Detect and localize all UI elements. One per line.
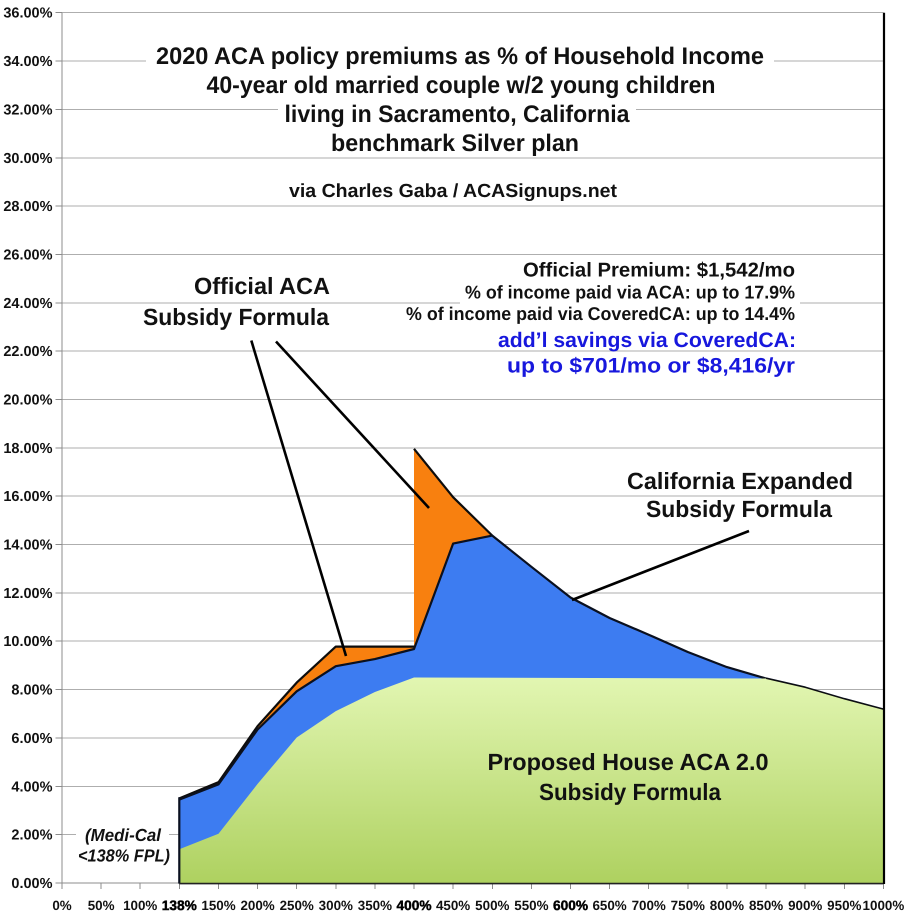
svg-text:8.00%: 8.00% — [11, 683, 52, 699]
svg-text:Proposed House ACA 2.0: Proposed House ACA 2.0 — [488, 749, 769, 775]
svg-text:150%: 150% — [201, 898, 235, 913]
svg-text:100%: 100% — [123, 898, 157, 913]
svg-text:Subsidy Formula: Subsidy Formula — [539, 779, 722, 805]
svg-text:900%: 900% — [788, 898, 822, 913]
svg-text:10.00%: 10.00% — [3, 634, 52, 650]
svg-text:500%: 500% — [475, 898, 509, 913]
svg-text:650%: 650% — [592, 898, 626, 913]
svg-text:50%: 50% — [88, 898, 115, 913]
svg-text:California Expanded: California Expanded — [627, 468, 853, 494]
svg-text:<138% FPL): <138% FPL) — [78, 846, 170, 866]
svg-text:% of income paid via ACA: up t: % of income paid via ACA: up to 17.9% — [465, 282, 795, 303]
svg-text:12.00%: 12.00% — [3, 586, 52, 602]
svg-text:800%: 800% — [710, 898, 744, 913]
svg-text:40-year old married couple w/2: 40-year old married couple w/2 young chi… — [207, 72, 716, 99]
svg-text:via Charles Gaba / ACASignups.: via Charles Gaba / ACASignups.net — [289, 181, 618, 202]
svg-text:0.00%: 0.00% — [11, 876, 52, 892]
svg-text:add’l savings via CoveredCA:: add’l savings via CoveredCA: — [498, 329, 796, 352]
svg-text:250%: 250% — [280, 898, 314, 913]
svg-text:700%: 700% — [632, 898, 666, 913]
svg-text:0%: 0% — [52, 898, 71, 913]
svg-text:Official ACA: Official ACA — [194, 273, 330, 299]
svg-text:22.00%: 22.00% — [3, 344, 52, 360]
svg-text:36.00%: 36.00% — [3, 6, 52, 22]
svg-text:200%: 200% — [240, 898, 274, 913]
svg-text:up to $701/mo or $8,416/yr: up to $701/mo or $8,416/yr — [507, 355, 795, 378]
svg-text:32.00%: 32.00% — [3, 102, 52, 118]
svg-text:34.00%: 34.00% — [3, 54, 52, 70]
svg-text:550%: 550% — [514, 898, 548, 913]
svg-text:% of income paid via CoveredCA: % of income paid via CoveredCA: up to 14… — [406, 303, 795, 324]
svg-text:18.00%: 18.00% — [3, 441, 52, 457]
svg-text:400%: 400% — [396, 898, 431, 913]
svg-text:600%: 600% — [553, 898, 588, 913]
svg-text:Subsidy Formula: Subsidy Formula — [143, 304, 330, 330]
svg-text:20.00%: 20.00% — [3, 393, 52, 409]
svg-text:28.00%: 28.00% — [3, 199, 52, 215]
svg-text:14.00%: 14.00% — [3, 538, 52, 554]
svg-text:Official Premium: $1,542/mo: Official Premium: $1,542/mo — [523, 259, 795, 281]
svg-text:2020 ACA policy premiums as %: 2020 ACA policy premiums as % of Househo… — [156, 43, 764, 70]
svg-text:6.00%: 6.00% — [11, 731, 52, 747]
svg-text:Subsidy Formula: Subsidy Formula — [646, 496, 833, 522]
svg-text:24.00%: 24.00% — [3, 296, 52, 312]
svg-text:950%: 950% — [827, 898, 861, 913]
svg-text:350%: 350% — [358, 898, 392, 913]
svg-text:300%: 300% — [319, 898, 353, 913]
svg-text:138%: 138% — [162, 898, 197, 913]
svg-text:450%: 450% — [436, 898, 470, 913]
svg-text:16.00%: 16.00% — [3, 489, 52, 505]
svg-text:4.00%: 4.00% — [11, 779, 52, 795]
svg-text:(Medi-Cal: (Medi-Cal — [85, 825, 162, 845]
svg-text:benchmark Silver plan: benchmark Silver plan — [331, 130, 579, 157]
svg-text:2.00%: 2.00% — [11, 828, 52, 844]
svg-text:26.00%: 26.00% — [3, 247, 52, 263]
svg-text:750%: 750% — [671, 898, 705, 913]
svg-text:living in Sacramento, Californ: living in Sacramento, California — [285, 101, 631, 128]
svg-text:1000%: 1000% — [863, 898, 905, 913]
svg-text:850%: 850% — [749, 898, 783, 913]
svg-text:30.00%: 30.00% — [3, 151, 52, 167]
